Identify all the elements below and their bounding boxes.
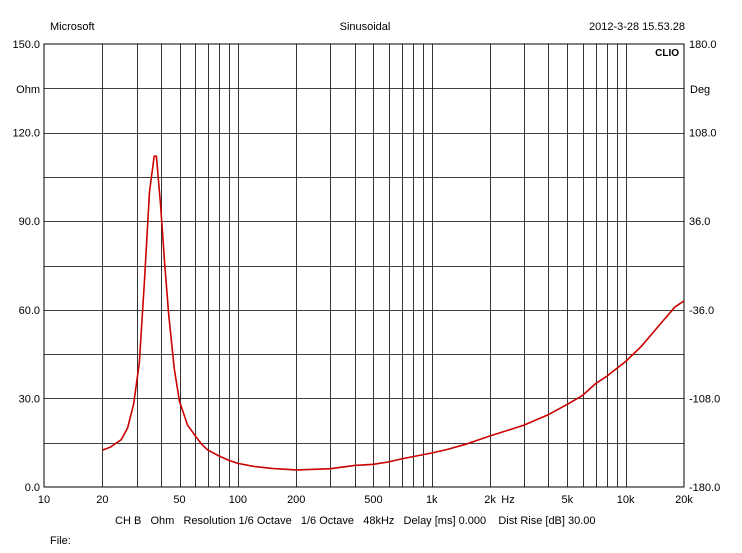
y-right-tick-label: 180.0 [689, 39, 717, 51]
y-tick-label: 0.0 [25, 482, 40, 494]
y-right-tick-label: -36.0 [689, 305, 714, 317]
x-tick-label: 1k [426, 494, 438, 506]
file-label: File: [50, 535, 71, 547]
y-right-tick-labels: -180.0 -108.0 -36.0 36.0 108.0 180.0 [689, 39, 720, 494]
y-tick-label: 90.0 [19, 216, 40, 228]
grid [44, 44, 684, 487]
x-tick-label: 5k [561, 494, 573, 506]
x-tick-label: 10k [617, 494, 635, 506]
x-tick-label: 10 [38, 494, 50, 506]
y-tick-label: 150.0 [12, 39, 40, 51]
y-right-tick-label: 108.0 [689, 128, 717, 140]
plot-frame [43, 43, 685, 488]
y-right-tick-label: 36.0 [689, 216, 710, 228]
x-tick-label: 2k [484, 494, 496, 506]
x-unit-label: Hz [501, 494, 514, 506]
y-tick-label: 60.0 [19, 305, 40, 317]
x-tick-labels: 10 20 50 100 200 500 1k 2k 5k 10k 20k [38, 494, 693, 506]
y-right-tick-label: -180.0 [689, 482, 720, 494]
y-tick-label: 120.0 [12, 128, 40, 140]
y-right-tick-label: -108.0 [689, 393, 720, 405]
x-tick-label: 20k [675, 494, 693, 506]
y-tick-label: 30.0 [19, 393, 40, 405]
clio-logo: CLIO [655, 48, 679, 59]
header-timestamp: 2012-3-28 15.53.28 [589, 21, 685, 33]
right-unit-label: Deg [690, 84, 710, 96]
series-layer [102, 155, 685, 471]
left-unit-label: Ohm [16, 84, 40, 96]
header-left: Microsoft [50, 21, 95, 33]
x-tick-label: 20 [96, 494, 108, 506]
impedance-curve [102, 155, 685, 471]
x-tick-label: 50 [173, 494, 185, 506]
x-tick-label: 500 [364, 494, 382, 506]
y-left-tick-labels: 0.0 30.0 60.0 90.0 120.0 150.0 [12, 39, 40, 494]
x-tick-label: 100 [229, 494, 247, 506]
x-tick-label: 200 [287, 494, 305, 506]
footer-settings: CH B Ohm Resolution 1/6 Octave 1/6 Octav… [115, 515, 596, 527]
chart-title: Sinusoidal [340, 21, 391, 33]
